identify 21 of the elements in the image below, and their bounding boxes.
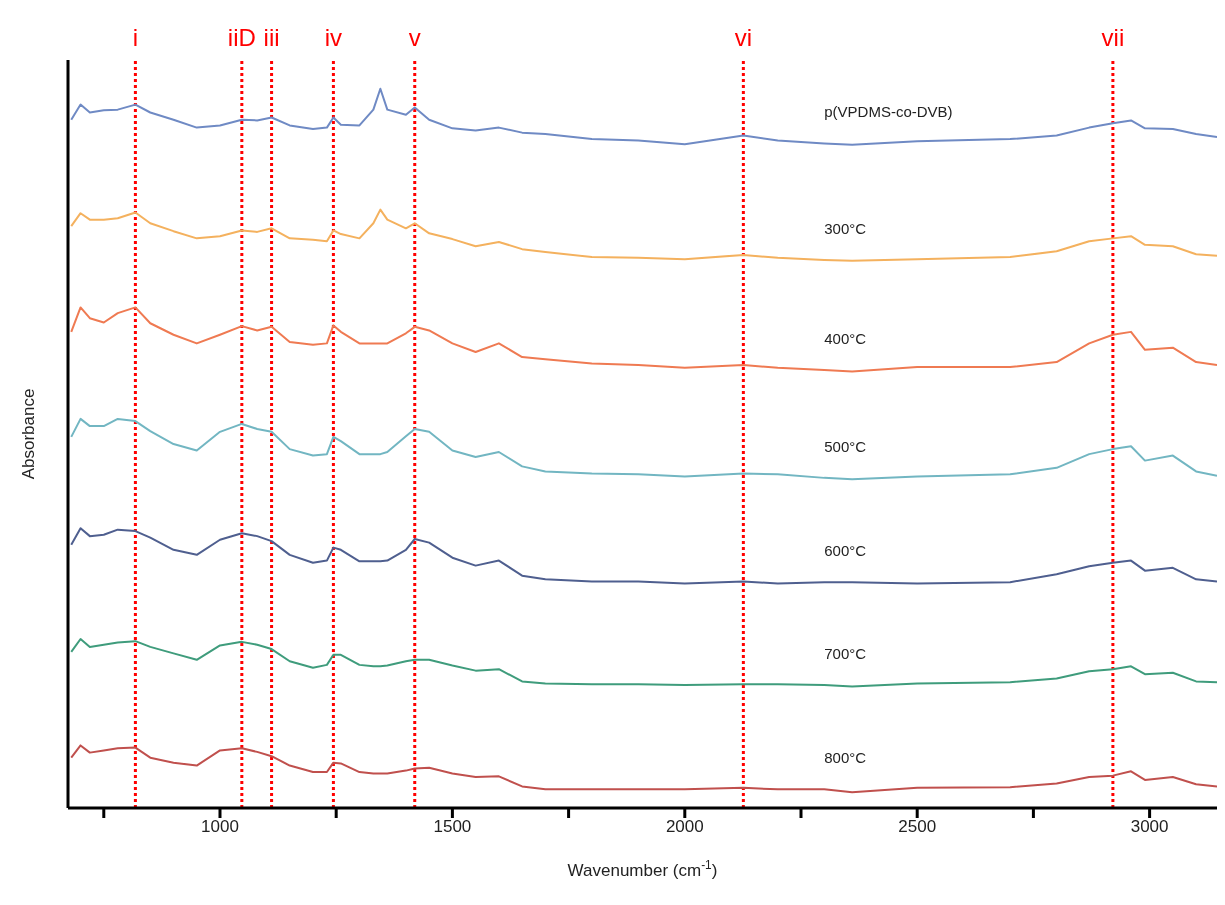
x-tick-label: 1500 [433, 817, 472, 837]
ref-line-label: iv [324, 24, 343, 51]
series-label: 600°C [824, 542, 867, 560]
ref-line-label: vii [1101, 24, 1125, 51]
x-tick-label: 2500 [898, 817, 937, 837]
x-tick-label: 3000 [1130, 817, 1169, 837]
ref-line-label: iiD [227, 24, 256, 51]
x-tick-label: 1000 [201, 817, 239, 837]
x-axis-title: Wavenumber (cm$^{-1}$) [567, 858, 718, 880]
ref-line-label: v [408, 24, 421, 51]
series-label: 300°C [824, 219, 867, 237]
series-label: 800°C [824, 749, 867, 767]
series-label: 700°C [824, 645, 867, 663]
ref-line-label: i [132, 24, 139, 51]
ref-line-label: vi [734, 24, 753, 51]
ref-line-label: iii [263, 24, 280, 51]
series-label: 500°C [824, 437, 867, 455]
series-label: 400°C [824, 329, 867, 347]
series-label: p(VPDMS-co-DVB) [824, 103, 953, 121]
x-tick-label: 2000 [665, 817, 704, 837]
y-axis-title: Absorbance [19, 388, 38, 480]
